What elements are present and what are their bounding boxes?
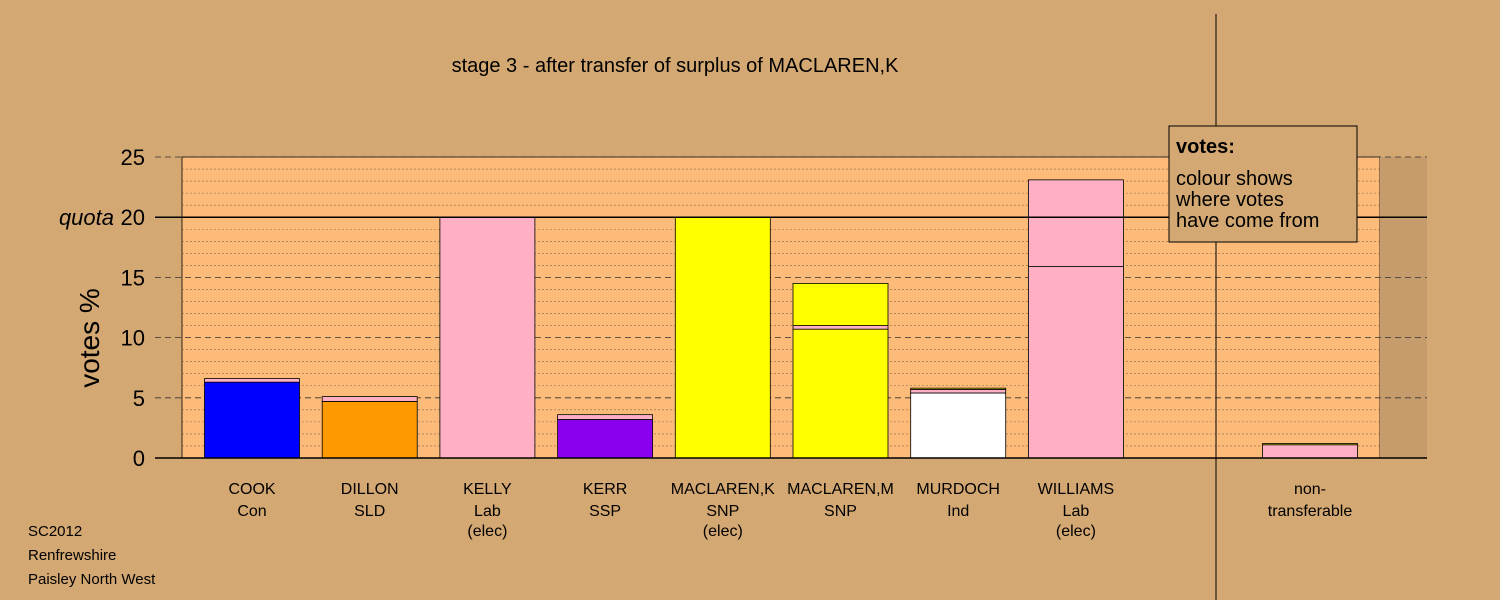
candidate-name: KELLY — [463, 481, 512, 498]
bar-segment — [910, 387, 1007, 390]
candidate-name: COOK — [228, 481, 275, 498]
candidate-party: SNP — [824, 503, 857, 520]
bar-nontransferable — [1262, 443, 1358, 459]
footer-line: Paisley North West — [28, 571, 156, 588]
bar-segment — [1028, 179, 1124, 267]
y-tick-label: 15 — [121, 265, 145, 290]
candidate-name: KERR — [583, 481, 627, 498]
footer-line: SC2012 — [28, 523, 82, 540]
y-tick-label: 20 — [121, 205, 145, 230]
bar-kelly — [439, 216, 536, 459]
bar-murdoch — [910, 387, 1007, 459]
y-tick-label: 0 — [133, 446, 145, 471]
candidate-party: Lab — [1063, 503, 1090, 520]
bar-maclaren-k — [674, 216, 771, 459]
right-shade — [1380, 157, 1427, 458]
chart-title: stage 3 - after transfer of surplus of M… — [452, 55, 900, 77]
legend-line: where votes — [1175, 189, 1284, 211]
y-tick-label: 25 — [121, 145, 145, 170]
candidate-name: MURDOCH — [916, 481, 1000, 498]
y-tick-label: 5 — [133, 386, 145, 411]
candidate-party: Con — [237, 503, 266, 520]
bar-segment — [321, 396, 418, 402]
bar-segment — [910, 388, 1007, 394]
legend-line: have come from — [1176, 210, 1319, 232]
candidate-party: Ind — [947, 503, 969, 520]
bar-segment — [321, 401, 418, 459]
nontransferable-label: transferable — [1268, 503, 1353, 520]
footer-line: Renfrewshire — [28, 547, 116, 564]
bar-segment — [439, 216, 536, 459]
candidate-party: SLD — [354, 503, 385, 520]
y-tick-label: 10 — [121, 326, 145, 351]
candidate-name: DILLON — [341, 481, 399, 498]
bar-williams — [1028, 179, 1124, 459]
bar-segment — [792, 328, 889, 459]
candidate-name: MACLAREN,K — [671, 481, 775, 498]
candidate-name: MACLAREN,M — [787, 481, 894, 498]
candidate-party: Lab — [474, 503, 501, 520]
bar-segment — [792, 325, 889, 330]
bar-kerr — [557, 414, 653, 459]
bar-segment — [1262, 443, 1358, 446]
legend-title: votes: — [1176, 136, 1235, 158]
bar-maclaren-m — [792, 283, 889, 459]
bar-segment — [792, 283, 889, 326]
y-axis-label: votes % — [74, 288, 105, 388]
candidate-name: WILLIAMS — [1038, 481, 1114, 498]
bar-segment — [1262, 444, 1358, 459]
candidate-party: SSP — [589, 503, 621, 520]
bar-dillon — [321, 396, 418, 459]
candidate-status: (elec) — [467, 523, 507, 540]
legend: votes: colour shows where votes have com… — [1168, 125, 1358, 243]
nontransferable-label: non- — [1294, 481, 1326, 498]
bar-segment — [204, 378, 300, 383]
bar-segment — [557, 419, 653, 459]
bar-segment — [1028, 266, 1124, 459]
candidate-status: (elec) — [703, 523, 743, 540]
bar-segment — [674, 216, 771, 459]
candidate-party: SNP — [706, 503, 739, 520]
candidate-status: (elec) — [1056, 523, 1096, 540]
bar-segment — [557, 414, 653, 420]
bar-segment — [204, 381, 300, 459]
bar-segment — [910, 392, 1007, 459]
legend-line: colour shows — [1176, 168, 1293, 190]
bar-cook — [204, 378, 300, 459]
quota-label: quota — [59, 205, 114, 230]
